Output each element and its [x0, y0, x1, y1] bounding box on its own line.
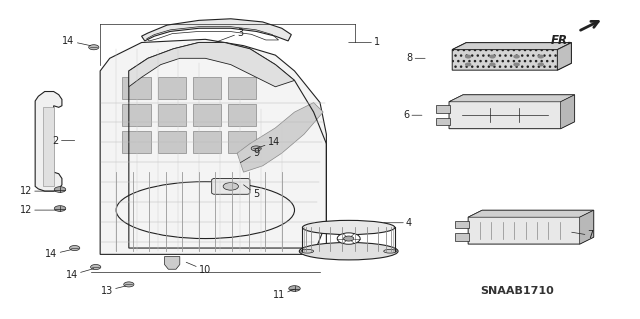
Text: 8: 8 [406, 53, 425, 63]
Polygon shape [129, 42, 294, 87]
Circle shape [289, 286, 300, 291]
Text: 4: 4 [384, 218, 412, 228]
Circle shape [538, 63, 543, 66]
Text: 14: 14 [256, 137, 280, 148]
Circle shape [538, 55, 543, 58]
Bar [456, 220, 469, 228]
Polygon shape [141, 19, 291, 41]
Text: SNAAB1710: SNAAB1710 [481, 286, 554, 296]
Ellipse shape [300, 242, 398, 260]
Text: 10: 10 [186, 262, 211, 275]
Bar [193, 104, 221, 126]
Circle shape [223, 182, 239, 190]
Circle shape [466, 63, 470, 66]
Ellipse shape [301, 249, 314, 253]
Bar [228, 77, 256, 100]
Bar [193, 77, 221, 100]
Bar [193, 131, 221, 153]
Circle shape [466, 55, 470, 58]
Bar [436, 105, 451, 113]
Bar [122, 77, 151, 100]
Circle shape [344, 236, 354, 241]
Polygon shape [43, 107, 54, 186]
Circle shape [490, 55, 495, 58]
Text: FR.: FR. [551, 34, 573, 47]
Bar [122, 131, 151, 153]
Polygon shape [557, 43, 572, 70]
Ellipse shape [303, 220, 395, 234]
Circle shape [89, 45, 99, 50]
Polygon shape [164, 256, 180, 269]
Polygon shape [35, 92, 62, 191]
Polygon shape [580, 210, 594, 244]
Polygon shape [452, 43, 572, 70]
Bar [228, 104, 256, 126]
Circle shape [514, 63, 519, 66]
Text: 5: 5 [244, 185, 259, 199]
Text: 14: 14 [45, 249, 72, 259]
Bar [456, 233, 469, 241]
Bar [122, 104, 151, 126]
Bar [228, 131, 256, 153]
Polygon shape [237, 103, 323, 172]
Polygon shape [468, 210, 594, 244]
Circle shape [54, 187, 66, 192]
Polygon shape [449, 95, 575, 129]
Polygon shape [452, 43, 572, 50]
Polygon shape [561, 95, 575, 129]
Circle shape [54, 206, 66, 211]
Text: 12: 12 [20, 205, 56, 215]
Circle shape [124, 282, 134, 287]
Text: 2: 2 [52, 136, 75, 145]
Text: 6: 6 [403, 110, 422, 120]
Polygon shape [449, 95, 575, 102]
Bar [157, 77, 186, 100]
Text: 13: 13 [100, 286, 125, 296]
Circle shape [514, 55, 519, 58]
Circle shape [490, 63, 495, 66]
Text: 11: 11 [273, 289, 294, 300]
Circle shape [70, 246, 80, 250]
Bar [157, 104, 186, 126]
Text: 1: 1 [349, 38, 380, 48]
Ellipse shape [384, 249, 396, 253]
Text: 3: 3 [215, 28, 243, 42]
Bar [157, 131, 186, 153]
Text: 9: 9 [241, 148, 259, 163]
Text: 14: 14 [66, 269, 94, 280]
Polygon shape [100, 39, 326, 254]
Polygon shape [468, 210, 594, 217]
Circle shape [337, 233, 360, 244]
Bar [436, 118, 451, 125]
Text: 12: 12 [20, 186, 56, 196]
Circle shape [251, 146, 261, 151]
Text: 7: 7 [572, 230, 594, 241]
FancyBboxPatch shape [212, 178, 250, 194]
Circle shape [91, 264, 100, 270]
Text: 14: 14 [63, 36, 91, 46]
